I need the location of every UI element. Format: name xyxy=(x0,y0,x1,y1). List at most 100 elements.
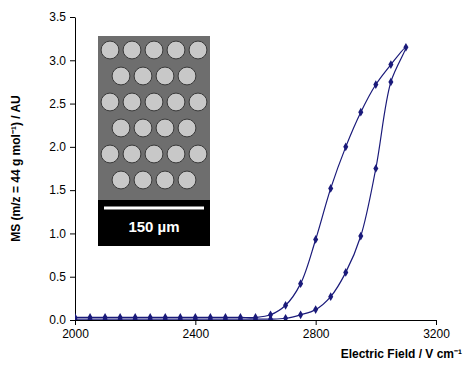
y-axis-line xyxy=(75,18,76,321)
data-point xyxy=(358,108,363,117)
data-point xyxy=(133,313,138,320)
y-tick: 2.5 xyxy=(49,97,75,111)
data-point xyxy=(328,184,333,193)
data-point xyxy=(298,279,303,288)
x-tick-mark xyxy=(75,320,76,325)
inset-grain xyxy=(101,145,119,163)
data-point xyxy=(298,310,303,319)
scale-bar xyxy=(104,207,204,210)
data-point xyxy=(358,232,363,241)
y-tick-mark xyxy=(70,17,75,18)
x-tick-label: 2000 xyxy=(62,327,89,341)
data-point xyxy=(75,313,78,320)
data-point xyxy=(118,313,123,320)
inset-grain xyxy=(112,171,130,189)
data-point xyxy=(103,313,108,320)
inset-grain xyxy=(167,41,185,59)
data-point xyxy=(283,314,288,320)
inset-grain xyxy=(123,145,141,163)
x-axis-line xyxy=(76,320,437,321)
inset-grain xyxy=(167,93,185,111)
data-point xyxy=(223,313,228,320)
y-tick-label: 1.5 xyxy=(49,183,66,197)
inset-image xyxy=(98,36,210,200)
inset-grain xyxy=(101,93,119,111)
data-point xyxy=(388,78,393,87)
y-tick: 3.5 xyxy=(49,10,75,24)
y-tick-label: 2.0 xyxy=(49,140,66,154)
y-tick: 3.0 xyxy=(49,54,75,68)
inset-grain xyxy=(189,93,207,111)
inset: 150 µm xyxy=(98,36,210,246)
inset-grain xyxy=(167,145,185,163)
data-point xyxy=(163,313,168,320)
y-axis: 0.0 0.5 1.0 1.5 2.0 2.5 3.0 3.5 xyxy=(49,10,75,327)
inset-grain xyxy=(123,41,141,59)
data-point xyxy=(403,43,408,52)
inset-grain xyxy=(112,67,130,85)
x-tick-mark xyxy=(436,320,437,325)
data-point xyxy=(178,313,183,320)
chart: 2000 2400 2800 3200 0.0 0.5 1.0 1.5 2.0 2.5 3.0 3.5… xyxy=(0,0,467,376)
inset-grain xyxy=(178,119,196,137)
x-tick: 2400 xyxy=(182,320,209,341)
inset-grain xyxy=(145,41,163,59)
y-tick-label: 1.0 xyxy=(49,227,66,241)
data-point xyxy=(328,292,333,301)
inset-grain xyxy=(134,171,152,189)
x-tick-label: 2800 xyxy=(303,327,330,341)
inset-grain xyxy=(189,145,207,163)
y-tick: 2.0 xyxy=(49,140,75,154)
x-tick-label: 2400 xyxy=(182,327,209,341)
y-tick-mark xyxy=(70,104,75,105)
data-point xyxy=(313,235,318,244)
y-tick-mark xyxy=(70,60,75,61)
y-tick-label: 0.0 xyxy=(49,313,66,327)
data-point xyxy=(388,60,393,69)
data-point xyxy=(253,313,258,320)
y-tick-mark xyxy=(70,233,75,234)
inset-grain xyxy=(156,67,174,85)
y-tick-label: 2.5 xyxy=(49,97,66,111)
plot-area xyxy=(75,43,408,320)
inset-grain xyxy=(101,41,119,59)
inset-grain xyxy=(145,93,163,111)
y-tick-label: 3.0 xyxy=(49,54,66,68)
inset-grain xyxy=(134,119,152,137)
inset-grain xyxy=(189,41,207,59)
x-axis-title: Electric Field / V cm⁻¹ xyxy=(341,347,462,361)
inset-grain xyxy=(156,119,174,137)
inset-texture xyxy=(101,41,207,189)
inset-grain xyxy=(178,67,196,85)
y-tick: 0.0 xyxy=(49,313,75,327)
inset-grain xyxy=(178,171,196,189)
data-point xyxy=(373,80,378,89)
data-point xyxy=(343,142,348,151)
x-tick-mark xyxy=(316,320,317,325)
data-point xyxy=(313,305,318,314)
data-point xyxy=(208,313,213,320)
data-point xyxy=(88,313,93,320)
data-point xyxy=(238,313,243,320)
y-tick-mark xyxy=(70,147,75,148)
x-tick-label: 3200 xyxy=(423,327,450,341)
inset-grain xyxy=(112,119,130,137)
x-axis: 2000 2400 2800 3200 xyxy=(62,320,450,341)
scale-bar-box xyxy=(98,200,210,246)
data-point xyxy=(268,310,273,319)
y-tick-mark xyxy=(70,277,75,278)
data-point xyxy=(283,301,288,310)
inset-grain xyxy=(134,67,152,85)
x-tick: 2800 xyxy=(303,320,330,341)
data-point xyxy=(373,164,378,173)
inset-grain xyxy=(145,145,163,163)
y-tick: 0.5 xyxy=(49,270,75,284)
x-tick-mark xyxy=(195,320,196,325)
inset-grain xyxy=(156,171,174,189)
y-tick: 1.5 xyxy=(49,183,75,197)
y-tick-mark xyxy=(70,190,75,191)
data-point xyxy=(343,268,348,277)
y-tick-mark xyxy=(70,320,75,321)
inset-grain xyxy=(123,93,141,111)
y-tick: 1.0 xyxy=(49,227,75,241)
